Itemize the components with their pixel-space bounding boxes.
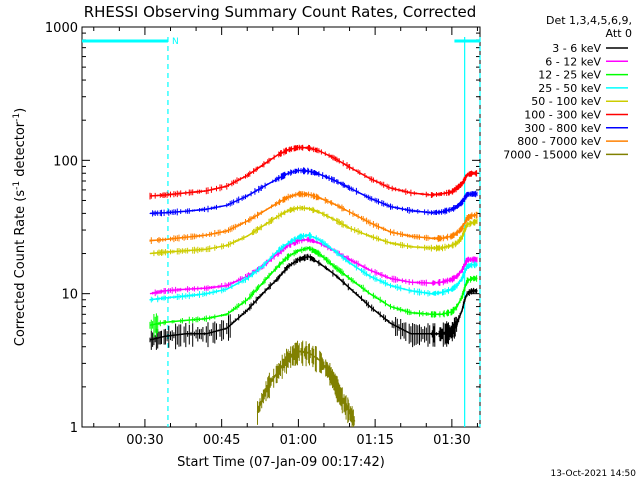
- y-tick-label: 10: [61, 288, 78, 303]
- series-noise: [149, 246, 478, 338]
- y-tick-label: 1: [70, 421, 78, 436]
- x-axis-label: Start Time (07-Jan-09 00:17:42): [177, 455, 385, 470]
- y-tick-label: 100: [53, 154, 78, 169]
- y-tick-label: 1000: [45, 21, 78, 36]
- legend-entry-label: 100 - 300 keV: [524, 109, 601, 122]
- legend-entry-label: 25 - 50 keV: [538, 82, 601, 95]
- series-line: [149, 193, 478, 242]
- x-tick-label: 01:30: [433, 433, 470, 448]
- series-noise: [149, 205, 478, 257]
- plot-lines: N: [82, 37, 481, 427]
- series-noise: [149, 144, 478, 200]
- legend-entry-label: 6 - 12 keV: [545, 55, 601, 68]
- x-tick-label: 01:15: [356, 433, 393, 448]
- series-noise: [257, 340, 355, 427]
- night-marker-label: N: [172, 37, 179, 47]
- legend-entry-label: 3 - 6 keV: [552, 42, 601, 55]
- axis-ticks: 1 10 100 1000 00:30 00:45 01:00 01:15 01:30: [45, 21, 480, 448]
- legend-header-attenuator: Att 0: [606, 27, 632, 40]
- legend-entry-label: 800 - 7000 keV: [517, 135, 601, 148]
- y-axis-label: Corrected Count Rate (s-1 detector-1): [12, 108, 28, 346]
- series-noise: [149, 253, 478, 350]
- legend-entry-label: 7000 - 15000 keV: [503, 148, 601, 161]
- x-tick-label: 00:30: [126, 433, 163, 448]
- legend-header: Det 1,3,4,5,6,9,: [546, 14, 632, 27]
- legend-entry-label: 300 - 800 keV: [524, 122, 601, 135]
- chart-title: RHESSI Observing Summary Count Rates, Co…: [84, 3, 477, 21]
- x-tick-label: 00:45: [203, 433, 240, 448]
- series-noise: [149, 190, 478, 244]
- legend-entry-label: 12 - 25 keV: [538, 69, 601, 82]
- footer-timestamp: 13-Oct-2021 14:50: [551, 469, 637, 479]
- x-tick-label: 01:00: [280, 433, 317, 448]
- legend-entry-label: 50 - 100 keV: [531, 95, 601, 108]
